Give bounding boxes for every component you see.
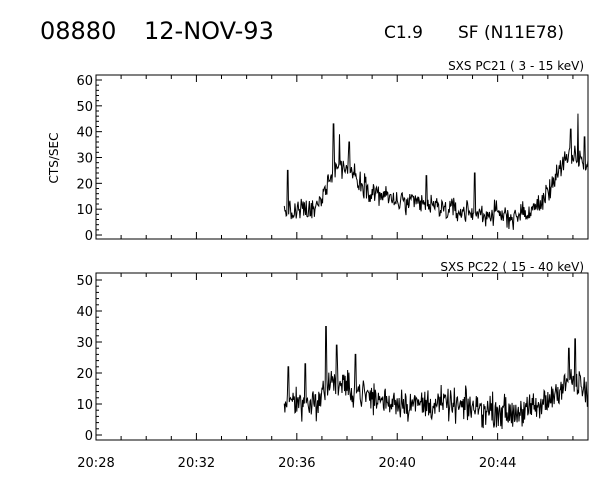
y-tick-label: 10	[76, 398, 93, 413]
x-tick-label: 20:36	[278, 456, 315, 471]
y-tick-label: 30	[76, 336, 93, 351]
plot-frame-pc22	[95, 272, 589, 441]
panel-title-pc21: SXS PC21 ( 3 - 15 keV)	[448, 59, 584, 73]
y-tick-label: 40	[76, 305, 93, 320]
x-tick-label: 20:44	[479, 456, 516, 471]
y-tick-label: 0	[85, 229, 93, 244]
y-tick-label: 40	[76, 126, 93, 141]
y-axis-ticks-pc21: 0 10 20 30 40 50 60	[76, 74, 102, 244]
flare-location: SF (N11E78)	[458, 23, 564, 43]
y-tick-label: 50	[76, 100, 93, 115]
y-tick-label: 10	[76, 203, 93, 218]
y-tick-label: 20	[76, 367, 93, 382]
x-tick-label: 20:32	[178, 456, 215, 471]
x-axis-ticks-pc21	[95, 75, 574, 239]
y-tick-label: 20	[76, 177, 93, 192]
x-tick-label: 20:28	[77, 456, 114, 471]
panel-title-pc22: SXS PC22 ( 15 - 40 keV)	[440, 260, 584, 274]
y-tick-label: 50	[76, 274, 93, 289]
panel-pc21: SXS PC21 ( 3 - 15 keV) CTS/SEC 0 10 20 30 40…	[47, 59, 589, 244]
y-axis-ticks-pc22: 0 10 20 30 40 50	[76, 274, 102, 444]
y-tick-label: 60	[76, 74, 93, 89]
x-tick-label: 20:40	[378, 456, 415, 471]
x-axis-ticks-pc22: 20:28 20:32 20:36 20:40 20:44	[77, 273, 574, 471]
event-date: 12-NOV-93	[144, 17, 274, 45]
panel-pc22: SXS PC22 ( 15 - 40 keV) 0 10 20 30 40 50 20:2…	[76, 260, 589, 471]
series-line-pc22	[283, 326, 589, 430]
plot-frame-pc21	[95, 74, 589, 240]
flare-class: C1.9	[384, 23, 423, 43]
y-axis-label: CTS/SEC	[47, 133, 61, 184]
event-id: 08880	[40, 17, 116, 45]
series-line-pc21	[283, 113, 589, 230]
y-tick-label: 0	[85, 429, 93, 444]
y-tick-label: 30	[76, 152, 93, 167]
